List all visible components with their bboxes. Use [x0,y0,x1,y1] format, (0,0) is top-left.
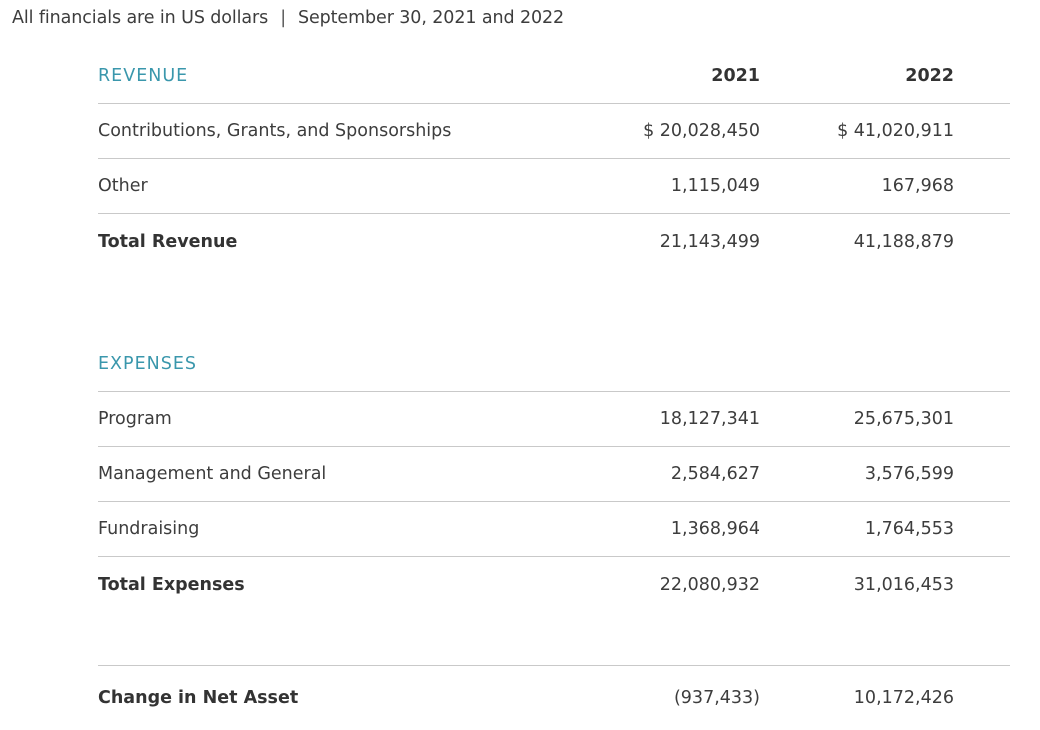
net-asset-label: Change in Net Asset [98,688,299,708]
value-2021: $ 20,028,450 [643,121,760,141]
total-expenses-2021: 22,080,932 [659,574,760,595]
column-header-2021: 2021 [711,65,760,86]
value-2021: 18,127,341 [659,409,760,429]
column-header-2022: 2022 [905,65,954,86]
caption-separator: | [280,8,286,28]
period-note: September 30, 2021 and 2022 [297,8,565,28]
financial-statement-table: REVENUE 2021 2022 Contributions, Grants,… [98,48,1010,730]
value-2022: 25,675,301 [853,409,954,429]
table-row: Other 1,115,049 167,968 [98,159,1010,214]
total-revenue-2022: 41,188,879 [853,231,954,252]
total-revenue-row: Total Revenue 21,143,499 41,188,879 [98,214,1010,269]
net-asset-2021: (937,433) [673,688,760,708]
value-2022: 3,576,599 [864,464,954,484]
expenses-header-row: EXPENSES [98,337,1010,392]
table-row: Management and General 2,584,627 3,576,5… [98,447,1010,502]
table-row: Contributions, Grants, and Sponsorships … [98,104,1010,159]
total-expenses-2022: 31,016,453 [853,574,954,595]
revenue-header-row: REVENUE 2021 2022 [98,48,1010,104]
currency-note: All financials are in US dollars [12,8,269,28]
revenue-section-title: REVENUE [98,65,189,86]
value-2021: 2,584,627 [670,464,760,484]
expenses-section-title: EXPENSES [98,354,198,374]
total-revenue-label: Total Revenue [98,231,238,252]
row-label: Fundraising [98,519,200,539]
total-revenue-2021: 21,143,499 [659,231,760,252]
financials-caption: All financials are in US dollars | Septemb… [12,8,564,28]
net-asset-2022: 10,172,426 [853,688,954,708]
net-asset-divider [98,612,1010,666]
value-2021: 1,115,049 [670,176,760,196]
change-in-net-asset-row: Change in Net Asset (937,433) 10,172,426 [98,666,1010,730]
value-2021: 1,368,964 [670,519,760,539]
value-2022: 1,764,553 [864,519,954,539]
table-row: Fundraising 1,368,964 1,764,553 [98,502,1010,557]
table-row: Program 18,127,341 25,675,301 [98,392,1010,447]
row-label: Contributions, Grants, and Sponsorships [98,121,452,141]
value-2022: 167,968 [881,176,954,196]
section-spacer [98,269,1010,337]
row-label: Program [98,409,172,429]
row-label: Management and General [98,464,327,484]
total-expenses-row: Total Expenses 22,080,932 31,016,453 [98,557,1010,612]
total-expenses-label: Total Expenses [98,574,245,595]
value-2022: $ 41,020,911 [837,121,954,141]
row-label: Other [98,176,148,196]
